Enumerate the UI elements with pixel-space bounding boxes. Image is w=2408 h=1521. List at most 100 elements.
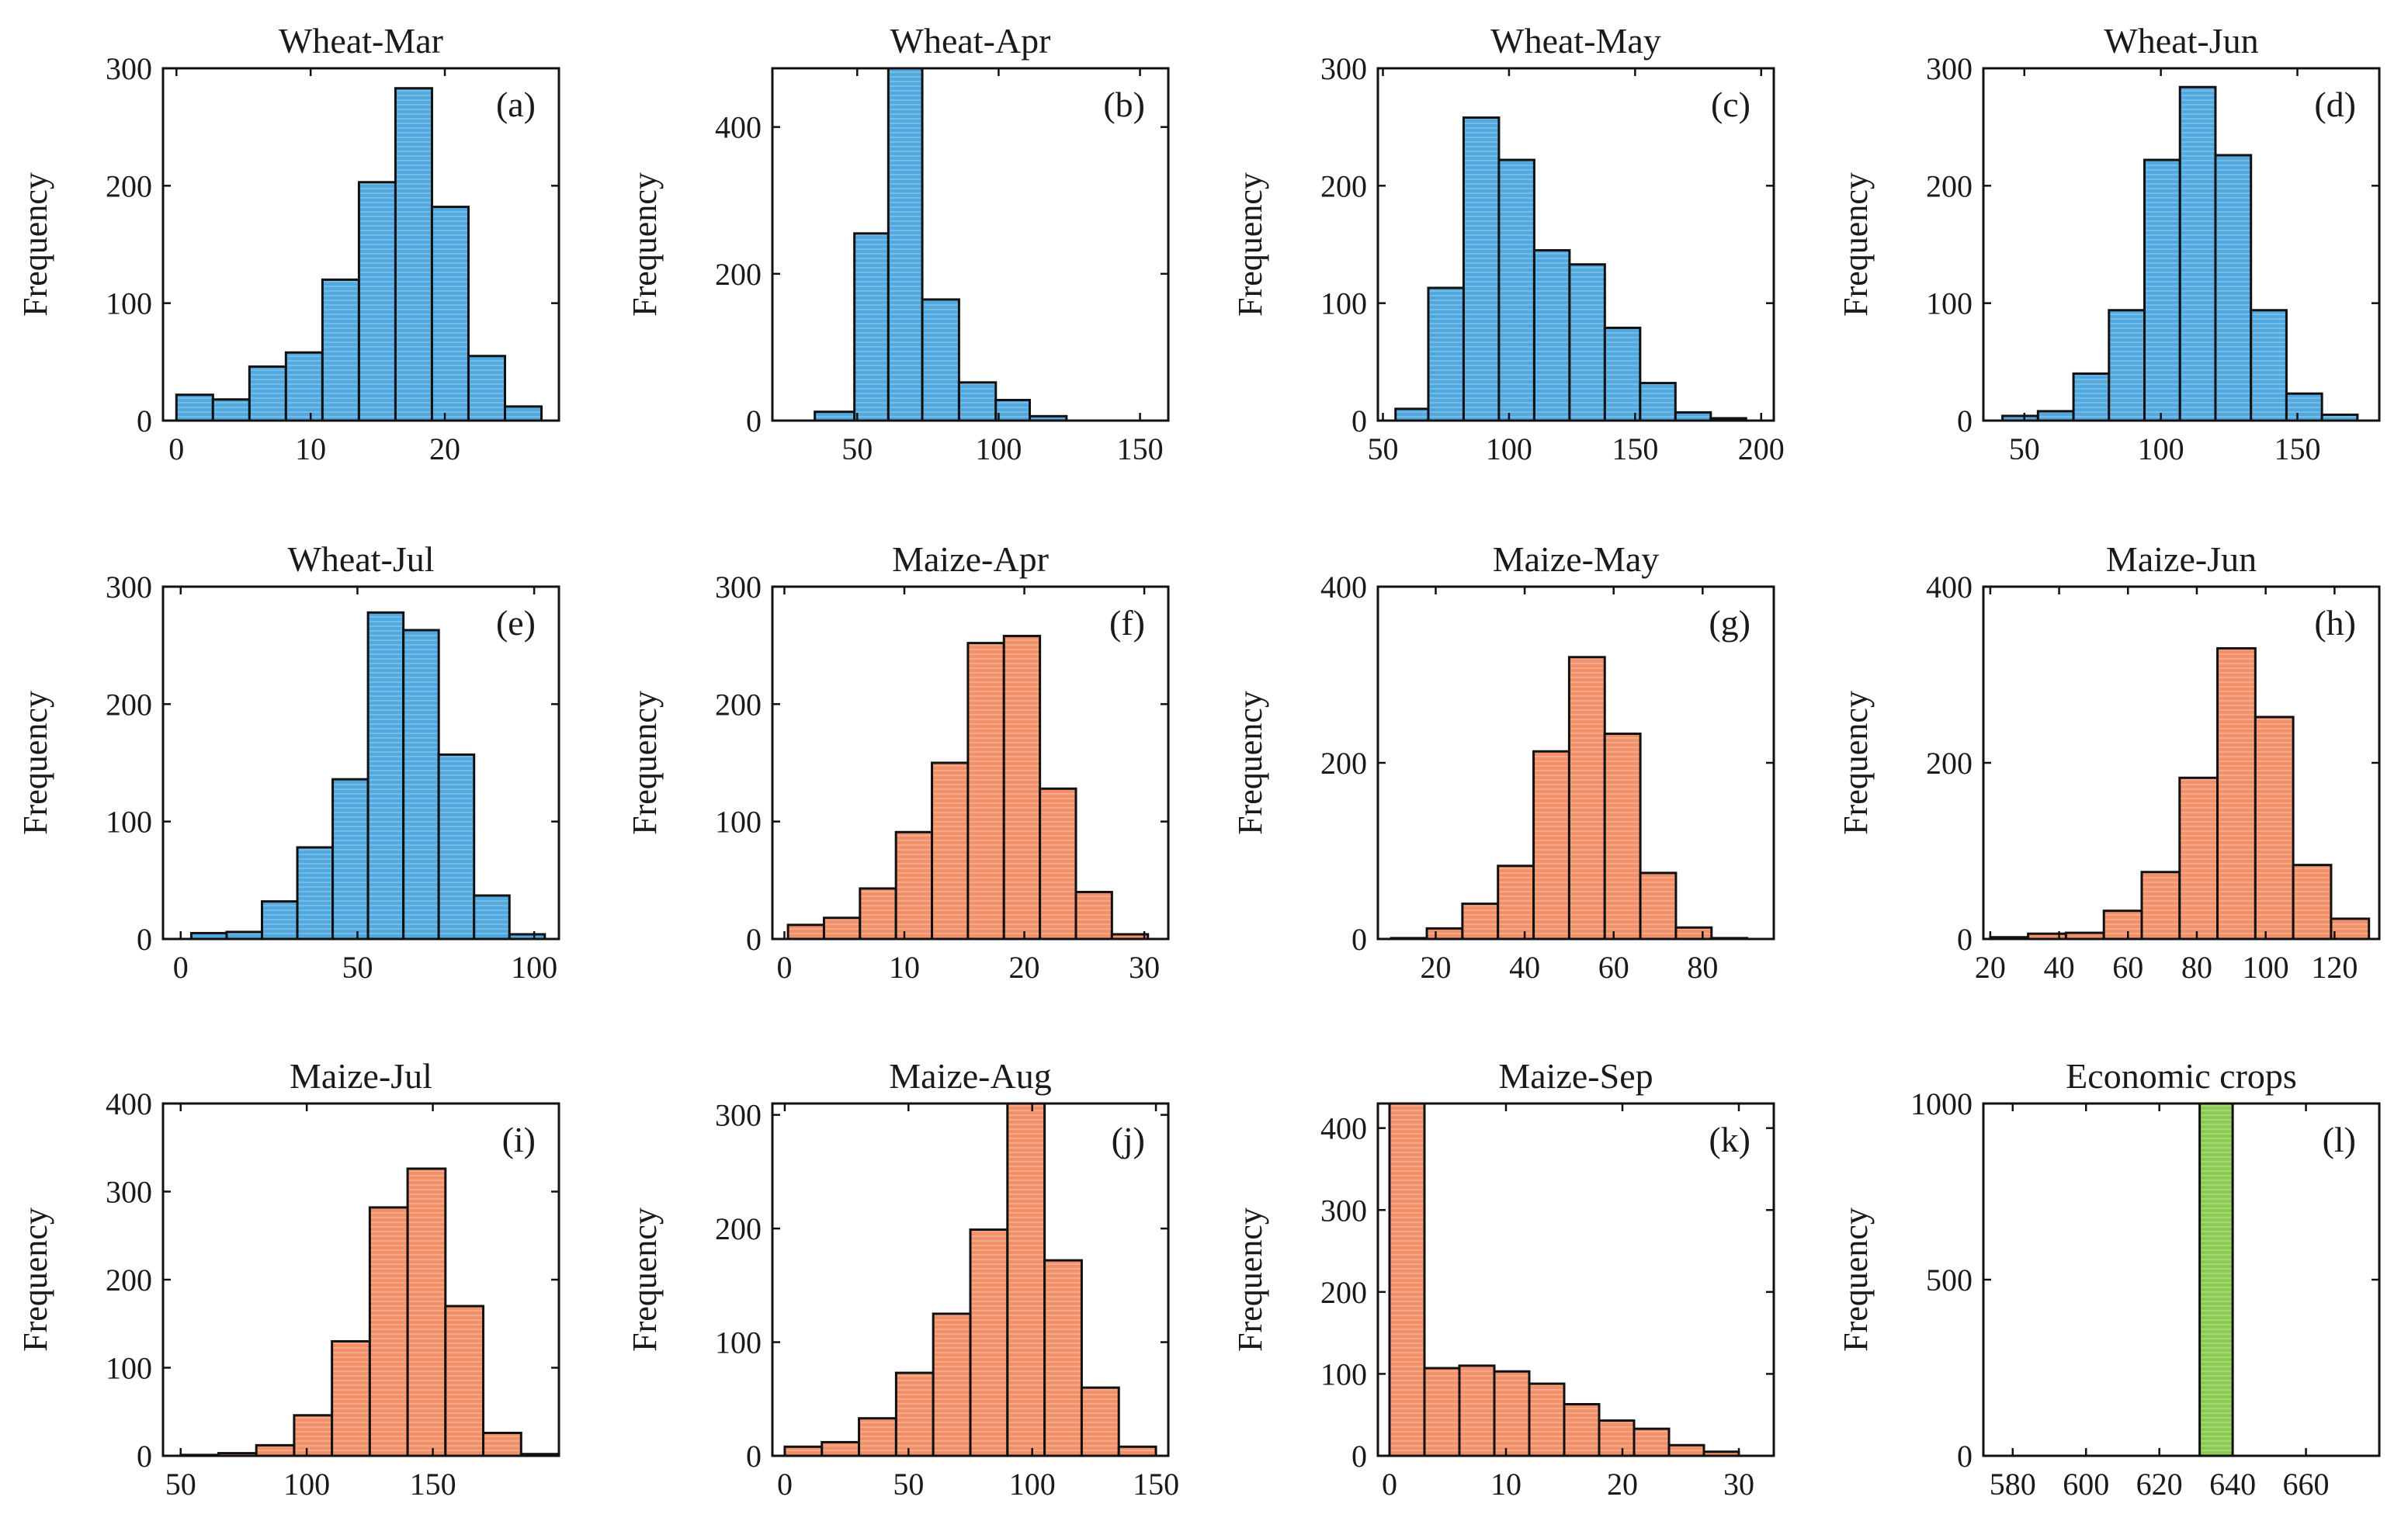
histogram-bar: [1462, 116, 1501, 422]
x-tick-label: 20: [1607, 1467, 1638, 1502]
histogram-bar: [261, 900, 299, 941]
y-tick-label: 0: [746, 404, 762, 438]
y-tick-label: 0: [137, 1439, 152, 1474]
histogram-bar: [467, 355, 507, 422]
panel-label: (d): [2314, 85, 2356, 124]
x-tick-label: 0: [776, 950, 792, 985]
histogram-bar: [2292, 864, 2333, 941]
y-tick-label: 300: [715, 1098, 762, 1133]
y-axis-label: Frequency: [16, 691, 54, 835]
histogram-bar: [1427, 286, 1465, 422]
x-tick-label: 60: [2112, 950, 2143, 985]
panel-title: Wheat-Mar: [279, 21, 443, 61]
histogram-panel-b: 50 100 150 0 200 400 Wheat-Apr (b) Frequency: [626, 21, 1170, 466]
y-axis-label: Frequency: [1837, 691, 1875, 835]
x-tick-label: 600: [2063, 1467, 2109, 1502]
histogram-bar: [969, 1228, 1009, 1457]
y-axis-label: Frequency: [1231, 1207, 1269, 1352]
histogram-bar: [504, 405, 543, 422]
histogram-bar: [321, 278, 360, 422]
histogram-bar: [1493, 1370, 1531, 1457]
x-tick-label: 30: [1723, 1467, 1754, 1502]
y-tick-label: 100: [106, 286, 152, 321]
histogram-bar: [482, 1431, 522, 1457]
y-tick-label: 200: [1320, 1275, 1367, 1310]
x-tick-label: 100: [2243, 950, 2289, 985]
x-tick-label: 100: [511, 950, 557, 985]
histogram-bar: [284, 351, 324, 422]
x-tick-label: 100: [975, 431, 1022, 466]
histogram-bar: [1598, 1419, 1636, 1457]
histogram-bar: [814, 411, 856, 422]
panel-label: (l): [2323, 1120, 2356, 1159]
x-tick-label: 80: [1687, 950, 1718, 985]
x-tick-label: 100: [1486, 431, 1532, 466]
y-tick-label: 0: [137, 922, 152, 957]
histogram-bar: [931, 761, 970, 941]
y-tick-label: 300: [106, 570, 152, 605]
x-tick-label: 640: [2209, 1467, 2256, 1502]
panel-label: (a): [496, 85, 536, 124]
panel-title: Maize-May: [1493, 539, 1660, 579]
histogram-bar: [1039, 787, 1077, 941]
histogram-bar: [822, 916, 862, 941]
histogram-bar: [366, 611, 405, 941]
x-tick-label: 200: [1738, 431, 1785, 466]
x-tick-label: 50: [165, 1467, 196, 1502]
histogram-bar: [1117, 1445, 1157, 1457]
y-tick-label: 200: [1320, 746, 1367, 781]
x-tick-label: 10: [1490, 1467, 1521, 1502]
histogram-bar: [1002, 635, 1042, 941]
y-axis-label: Frequency: [1231, 172, 1269, 317]
y-tick-label: 100: [1320, 286, 1367, 321]
panel-title: Maize-Sep: [1498, 1056, 1653, 1096]
panel-title: Maize-Apr: [892, 539, 1049, 579]
x-tick-label: 0: [173, 950, 189, 985]
histogram-bar: [430, 206, 470, 422]
y-tick-label: 400: [1320, 1111, 1367, 1146]
panel-title: Maize-Aug: [889, 1056, 1051, 1096]
y-axis-label: Frequency: [16, 1207, 54, 1352]
histogram-bar: [1006, 1102, 1046, 1457]
axes-box: [1376, 1102, 1775, 1457]
axes-box: [161, 67, 560, 422]
histogram-bar: [255, 1443, 296, 1457]
histogram-bar: [1568, 263, 1606, 422]
histogram-bar: [786, 923, 825, 941]
histogram-bar: [1667, 1443, 1705, 1457]
x-tick-label: 10: [889, 950, 920, 985]
histogram-bar: [957, 381, 998, 422]
y-tick-label: 0: [746, 1439, 762, 1474]
histogram-bar: [966, 642, 1005, 941]
y-axis-label: Frequency: [626, 172, 664, 317]
histogram-bar: [1532, 750, 1570, 941]
panel-label: (j): [1112, 1120, 1145, 1159]
histogram-bar: [1388, 1102, 1426, 1457]
y-tick-label: 300: [106, 51, 152, 86]
histogram-bar: [406, 1167, 447, 1457]
histogram-bar: [473, 894, 511, 941]
axes-box: [1982, 67, 2381, 422]
x-tick-label: 80: [2181, 950, 2212, 985]
histogram-bar: [211, 398, 251, 422]
histogram-bar: [1567, 656, 1606, 941]
histogram-bar: [2102, 909, 2143, 941]
x-tick-label: 30: [1129, 950, 1160, 985]
panel-label: (h): [2314, 603, 2356, 643]
x-tick-label: 100: [283, 1467, 330, 1502]
histogram-panel-j: 0 50 100 150 0 100 200 300 Maize-Aug (j) Frequency: [626, 1056, 1179, 1502]
y-axis-label: Frequency: [626, 1207, 664, 1352]
x-tick-label: 150: [2274, 431, 2320, 466]
y-axis-label: Frequency: [1231, 691, 1269, 835]
histogram-bar: [1461, 903, 1500, 941]
histogram-bar: [437, 753, 476, 941]
histogram-bar: [1497, 158, 1535, 422]
x-tick-label: 40: [1509, 950, 1540, 985]
y-tick-label: 300: [106, 1175, 152, 1210]
histogram-bar: [1674, 411, 1712, 422]
histogram-bar: [1563, 1402, 1601, 1457]
y-tick-label: 0: [1351, 404, 1367, 438]
y-tick-label: 300: [1320, 51, 1367, 86]
panel-title: Economic crops: [2066, 1056, 2297, 1096]
